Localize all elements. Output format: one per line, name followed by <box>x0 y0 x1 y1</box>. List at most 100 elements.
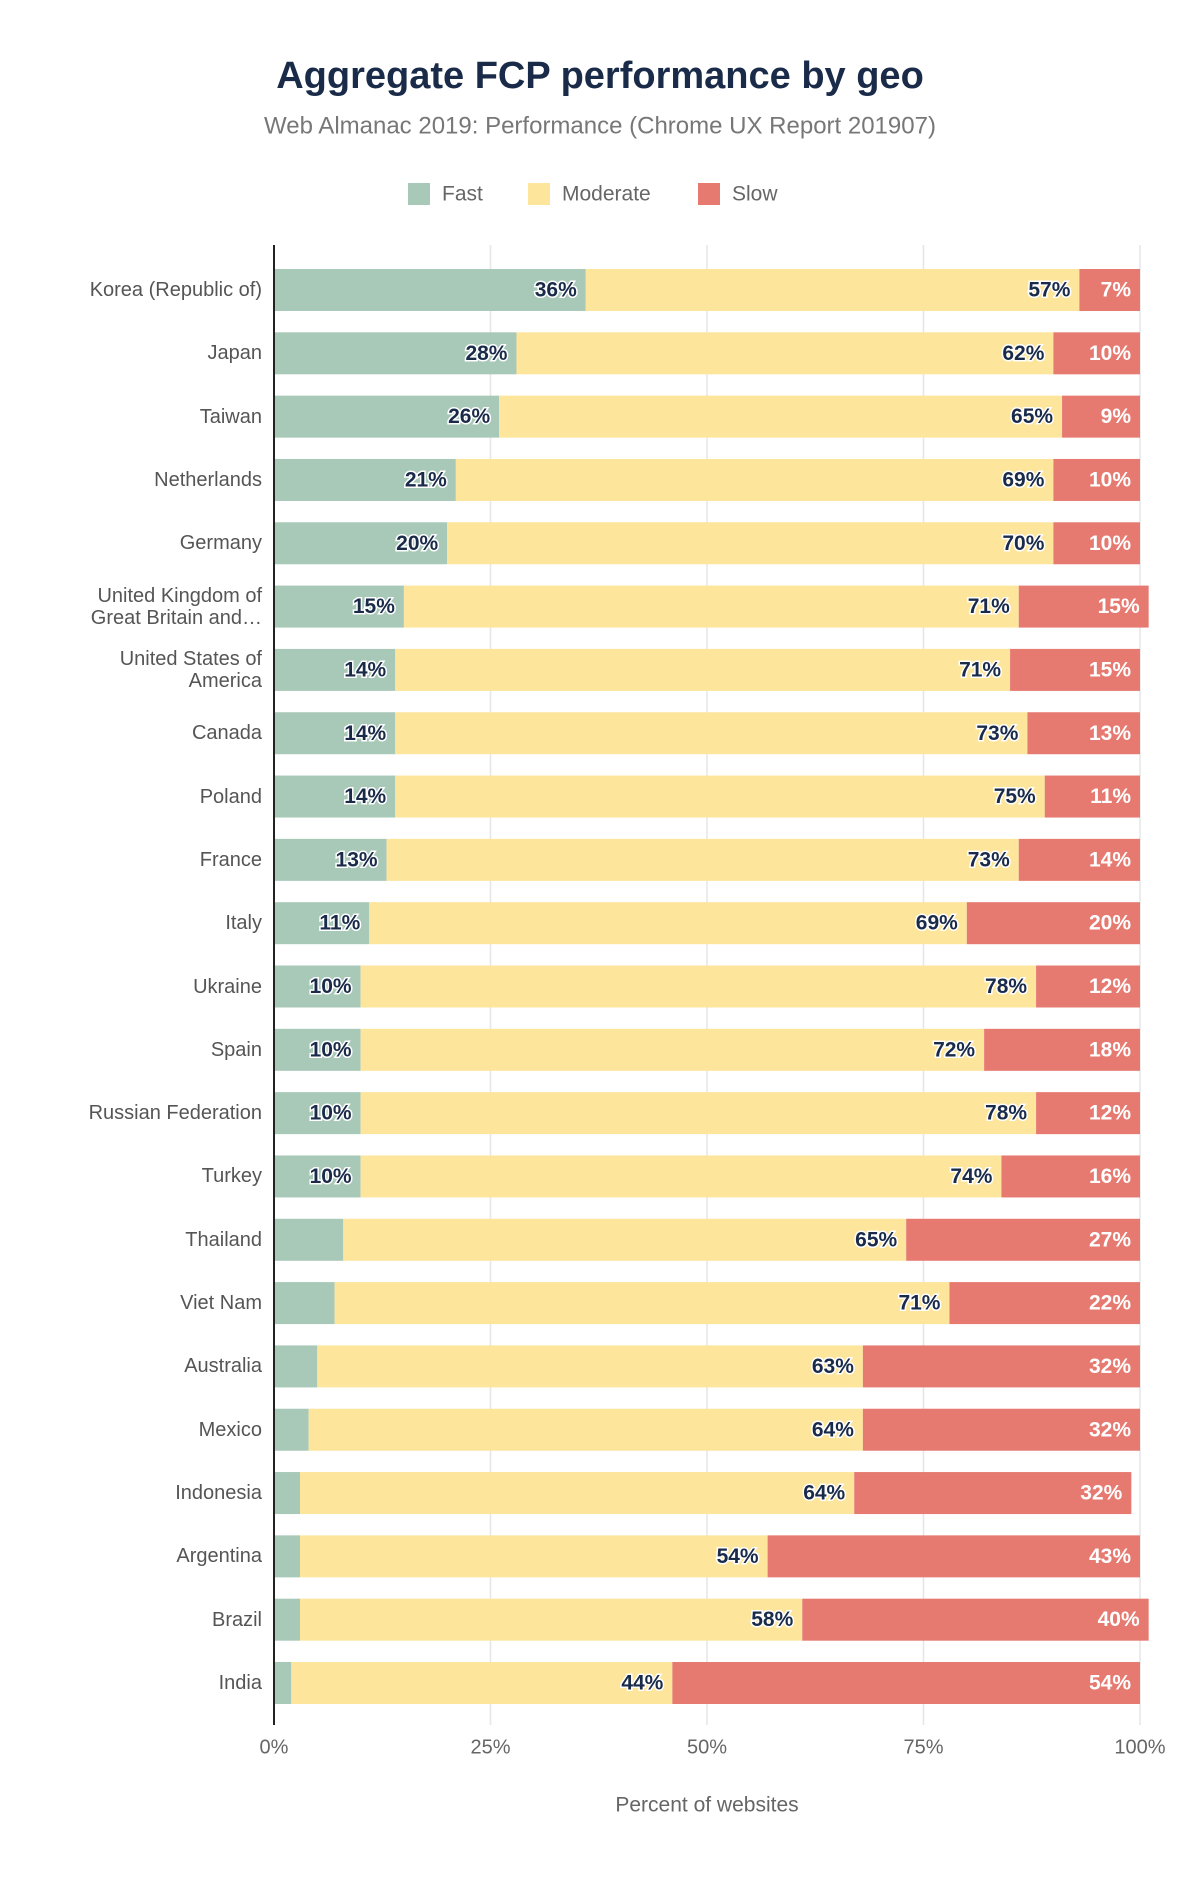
data-label: 63% <box>812 1355 854 1378</box>
bar-segment <box>585 269 1080 311</box>
bar-segment <box>360 965 1037 1008</box>
data-label: 70% <box>1002 532 1044 555</box>
data-label: 43% <box>1089 1545 1131 1568</box>
bar-segment <box>274 395 500 438</box>
bar-segment <box>274 1155 361 1198</box>
bar-segment <box>274 1598 300 1641</box>
y-tick-text: Australia <box>184 1355 262 1378</box>
bar-segment <box>966 902 1140 945</box>
y-tick-text: Thailand <box>185 1228 262 1251</box>
y-tick-text: Argentina <box>176 1545 262 1568</box>
data-label: 64% <box>803 1482 845 1505</box>
y-tick-label: Taiwan <box>32 406 262 428</box>
y-tick-label: United Kingdom of Great Britain and… <box>32 585 262 629</box>
data-label: 11% <box>319 912 360 935</box>
bar-segment <box>1079 269 1140 311</box>
y-tick-label: Australia <box>32 1355 262 1377</box>
bar-segment <box>455 458 1054 501</box>
y-tick-text: Mexico <box>198 1418 262 1441</box>
bar-segment <box>395 775 1045 818</box>
bar-segment <box>1044 775 1140 818</box>
data-label: 10% <box>1089 532 1131 555</box>
bar-segment <box>1053 332 1140 375</box>
bar-segment <box>1018 585 1149 628</box>
y-tick-text: Brazil <box>211 1608 262 1631</box>
bar-segment <box>672 1662 1140 1704</box>
bar-segment <box>862 1408 1140 1451</box>
data-label: 13% <box>1089 722 1131 745</box>
y-tick-label: Korea (Republic of) <box>32 279 262 301</box>
bar-segment <box>767 1535 1140 1578</box>
bar-segment <box>299 1598 803 1641</box>
bar-segment <box>1053 522 1140 565</box>
y-tick-text: Indonesia <box>175 1482 262 1505</box>
bar-segment <box>274 965 361 1008</box>
data-label: 26% <box>448 405 490 428</box>
bar-segment <box>274 1092 361 1135</box>
data-label: 32% <box>1080 1482 1122 1505</box>
bar-segment <box>274 1662 292 1704</box>
y-tick-label: Ukraine <box>32 976 262 998</box>
bar-segment <box>360 1092 1037 1135</box>
y-tick-text: India <box>218 1672 262 1694</box>
y-tick-text: Turkey <box>201 1165 262 1188</box>
x-tick-label: 25% <box>470 1736 510 1758</box>
data-label: 10% <box>310 1165 352 1188</box>
data-label: 14% <box>1089 848 1131 871</box>
data-label: 27% <box>1089 1228 1131 1251</box>
data-label: 18% <box>1089 1038 1131 1061</box>
bar-segment <box>274 1472 300 1515</box>
bar-segment <box>299 1472 855 1515</box>
y-tick-text: United Kingdom of Great Britain and… <box>90 584 262 629</box>
bar-segment <box>334 1282 950 1325</box>
bar-segment <box>1027 712 1140 755</box>
data-label: 7% <box>1101 279 1132 302</box>
data-label: 11% <box>1090 785 1131 808</box>
legend-label: Slow <box>732 183 778 206</box>
y-tick-label: Indonesia <box>32 1482 262 1504</box>
y-tick-label: Mexico <box>32 1419 262 1441</box>
y-tick-text: Canada <box>191 722 262 745</box>
bar-segment <box>274 838 387 881</box>
data-label: 78% <box>985 975 1027 998</box>
data-label: 10% <box>310 975 352 998</box>
bar-segment <box>299 1535 768 1578</box>
y-tick-label: Netherlands <box>32 469 262 491</box>
data-label: 10% <box>310 1102 352 1125</box>
x-tick-label: 50% <box>687 1736 727 1758</box>
y-tick-text: Russian Federation <box>88 1102 262 1125</box>
y-tick-text: Italy <box>225 912 262 935</box>
y-tick-label: Canada <box>32 722 262 744</box>
data-label: 62% <box>1002 342 1044 365</box>
y-tick-label: France <box>32 849 262 871</box>
legend-label: Fast <box>442 183 483 206</box>
y-tick-text: Spain <box>210 1038 262 1061</box>
y-tick-label: Germany <box>32 532 262 554</box>
y-tick-text: Taiwan <box>199 405 262 428</box>
y-tick-label: Russian Federation <box>32 1102 262 1124</box>
data-label: 73% <box>968 848 1010 871</box>
bar-segment <box>1062 395 1140 438</box>
y-tick-label: Poland <box>32 786 262 808</box>
y-tick-label: Thailand <box>32 1229 262 1251</box>
bar-segment <box>1053 458 1140 501</box>
bar-segment <box>395 712 1028 755</box>
bar-segment <box>802 1598 1149 1641</box>
data-label: 10% <box>1089 342 1131 365</box>
y-tick-text: Germany <box>179 532 262 555</box>
bar-segment <box>1010 648 1140 691</box>
data-label: 72% <box>933 1038 975 1061</box>
bar-segment <box>516 332 1054 375</box>
bar-segment <box>1036 965 1140 1008</box>
bar-segment <box>274 1218 344 1261</box>
data-label: 16% <box>1089 1165 1131 1188</box>
data-label: 78% <box>985 1102 1027 1125</box>
data-label: 14% <box>344 658 386 681</box>
y-tick-label: India <box>32 1672 262 1694</box>
y-tick-label: United States of America <box>32 648 262 692</box>
data-label: 15% <box>353 595 395 618</box>
data-label: 32% <box>1089 1418 1131 1441</box>
data-label: 54% <box>717 1545 759 1568</box>
bar-segment <box>369 902 967 945</box>
